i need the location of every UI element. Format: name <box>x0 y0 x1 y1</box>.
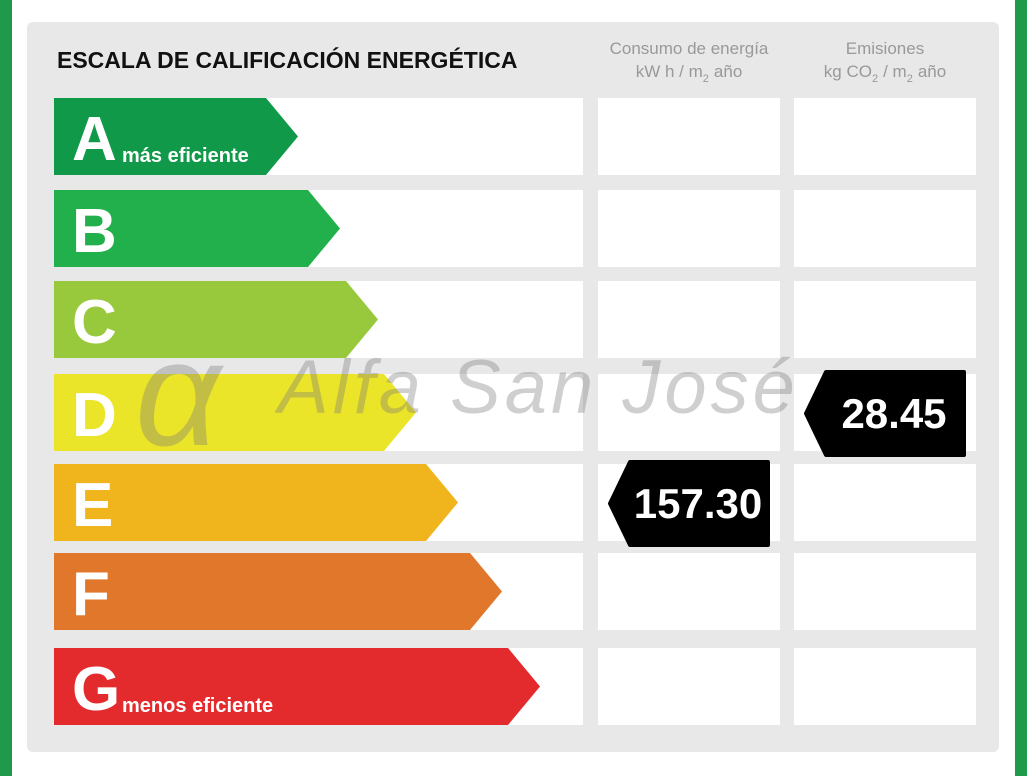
value-cell <box>794 98 976 175</box>
right-border <box>1015 0 1027 776</box>
unit-text: año <box>918 62 946 81</box>
value-tag <box>608 460 770 547</box>
rating-letter: A <box>72 105 117 174</box>
unit-text: / m <box>883 62 907 81</box>
column-unit: kW h / m2 año <box>636 62 743 85</box>
unit-subscript: 2 <box>703 73 709 85</box>
value-cell <box>598 190 780 267</box>
unit-text: año <box>714 62 742 81</box>
value-tag <box>804 370 966 457</box>
rating-letter: E <box>72 471 113 540</box>
rating-arrow <box>54 553 502 630</box>
column-unit: kg CO2/ m2 año <box>824 62 946 85</box>
rating-arrow <box>54 464 458 541</box>
value-cell <box>598 374 780 451</box>
watermark-symbol: α <box>135 309 225 477</box>
value-cell <box>794 553 976 630</box>
rating-arrow <box>54 98 298 175</box>
value-text: 157.30 <box>634 480 762 527</box>
value-cell <box>794 464 976 541</box>
rating-letter: B <box>72 197 117 266</box>
rating-arrow <box>54 281 378 358</box>
rating-arrow <box>54 374 416 451</box>
rating-note: menos eficiente <box>122 695 273 717</box>
left-border <box>0 0 12 776</box>
value-text: 28.45 <box>841 390 946 437</box>
rating-letter: C <box>72 288 117 357</box>
title: ESCALA DE CALIFICACIÓN ENERGÉTICA <box>57 46 517 73</box>
value-cell <box>598 553 780 630</box>
unit-subscript: 2 <box>872 73 878 85</box>
rating-note: más eficiente <box>122 145 249 167</box>
rating-letter: G <box>72 655 120 724</box>
rating-arrow <box>54 190 340 267</box>
value-cell <box>794 648 976 725</box>
rating-letter: F <box>72 560 110 629</box>
value-cell <box>598 98 780 175</box>
unit-subscript: 2 <box>907 73 913 85</box>
unit-text: kW h / m <box>636 62 703 81</box>
unit-text: kg CO <box>824 62 872 81</box>
watermark: α Alfa San José <box>135 309 799 477</box>
rating-arrow <box>54 648 540 725</box>
value-cell <box>794 190 976 267</box>
value-cell <box>598 648 780 725</box>
watermark-text: Alfa San José <box>274 345 799 430</box>
rating-letter: D <box>72 381 117 450</box>
column-title: Consumo de energía <box>610 39 769 58</box>
value-cell <box>598 281 780 358</box>
column-title: Emisiones <box>846 39 924 58</box>
value-cell <box>794 281 976 358</box>
